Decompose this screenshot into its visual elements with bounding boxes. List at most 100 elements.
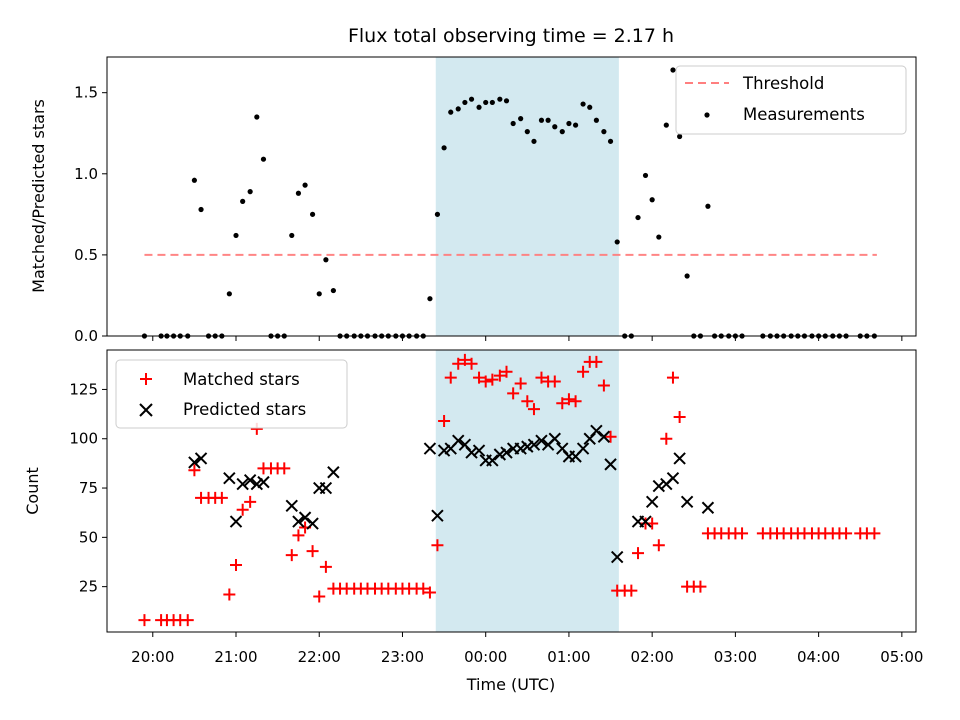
- matched-star-point: [244, 495, 257, 508]
- matched-star-point: [666, 371, 679, 384]
- x-tick-label: 23:00: [381, 648, 424, 666]
- measurement-point: [455, 106, 461, 112]
- measurement-point: [247, 189, 253, 195]
- predicted-star-point: [666, 471, 680, 485]
- measurement-point: [531, 138, 537, 144]
- predicted-star-point: [465, 446, 478, 459]
- measurement-point: [302, 182, 308, 188]
- predicted-star-point: [452, 434, 465, 447]
- measurement-point: [233, 232, 239, 239]
- matched-star-point: [597, 379, 610, 392]
- predicted-star-point: [223, 471, 236, 485]
- matched-star-point: [673, 411, 686, 424]
- predicted-star-point: [285, 499, 298, 512]
- predicted-star-point: [257, 475, 270, 489]
- measurement-point: [503, 98, 510, 104]
- predicted-star-point: [472, 444, 486, 457]
- matched-star-point: [438, 414, 451, 427]
- y-tick-label: 75: [79, 479, 98, 497]
- matched-star-point: [694, 580, 707, 593]
- matched-star-point: [138, 614, 151, 627]
- y-tick-label: 1.0: [74, 165, 98, 183]
- top-plot-frame: [106, 56, 917, 337]
- matched-star-point: [452, 357, 465, 370]
- matched-star-point: [527, 403, 540, 416]
- matched-star-point: [548, 375, 561, 388]
- measurement-point: [295, 190, 302, 196]
- y-tick-label: 125: [69, 380, 98, 398]
- measurement-point: [572, 122, 579, 128]
- matched-star-point: [431, 539, 444, 552]
- matched-star-point: [868, 527, 881, 540]
- measurement-point: [254, 114, 260, 120]
- measurement-point: [260, 156, 267, 162]
- measurement-point: [642, 172, 649, 179]
- measurement-point: [323, 257, 329, 263]
- matched-star-point: [590, 355, 603, 368]
- predicted-star-point: [194, 452, 208, 465]
- matched-star-point: [660, 432, 673, 445]
- measurement-point: [476, 104, 482, 110]
- measurement-point: [468, 96, 475, 102]
- matched-star-point: [313, 590, 326, 603]
- bottom-y-axis-label: Count: [23, 467, 42, 515]
- matched-star-point: [652, 539, 665, 552]
- predicted-star-point: [486, 454, 499, 467]
- matched-star-point: [306, 545, 319, 558]
- matched-star-point: [632, 547, 645, 560]
- matched-star-point: [493, 369, 506, 382]
- bottom-y-axis: 25 50 75 100 125: [69, 380, 107, 596]
- matched-star-point: [188, 464, 201, 477]
- predicted-star-point: [527, 438, 541, 451]
- measurement-point: [538, 117, 545, 123]
- x-tick-label: 00:00: [464, 648, 507, 666]
- top-x-ticks: [152, 336, 903, 341]
- measurement-point: [462, 99, 468, 106]
- measurement-point: [670, 67, 676, 73]
- top-legend: Threshold Measurements: [675, 65, 907, 135]
- predicted-star-point: [298, 511, 312, 524]
- measurement-point: [635, 214, 641, 221]
- matched-star-point: [577, 365, 590, 378]
- matched-star-point: [500, 365, 513, 378]
- x-axis-label: Time (UTC): [466, 675, 555, 694]
- matched-star-point: [423, 586, 436, 599]
- measurement-point: [448, 109, 454, 115]
- matched-star-point: [473, 371, 486, 384]
- x-tick-label: 05:00: [880, 648, 923, 666]
- matched-star-point: [444, 371, 457, 384]
- measurement-point: [552, 124, 558, 130]
- measurement-point: [489, 99, 495, 106]
- x-tick-label: 02:00: [631, 648, 674, 666]
- predicted-star-point: [292, 515, 305, 528]
- matched-star-point: [465, 357, 478, 370]
- matched-star-point: [417, 582, 430, 595]
- measurement-point: [649, 197, 655, 203]
- legend-matched-label: Matched stars: [183, 370, 300, 389]
- measurement-point: [330, 287, 336, 294]
- predicted-star-point: [229, 515, 243, 528]
- measurement-point: [566, 120, 572, 127]
- top-y-axis-label: Matched/Predicted stars: [29, 99, 48, 293]
- bottom-panel: 25 50 75 100 125 20:00 21:00 22:00 23:00 00:00 01…: [23, 349, 923, 694]
- matched-star-point: [535, 371, 548, 384]
- bottom-shaded-span: [435, 350, 619, 632]
- measurement-point: [593, 117, 599, 123]
- legend-measurement-swatch: [704, 112, 710, 118]
- x-tick-label: 22:00: [298, 648, 341, 666]
- top-panel: Flux total observing time = 2.17 h 0.00.…: [29, 25, 917, 345]
- matched-star-point: [479, 375, 492, 388]
- matched-star-point: [514, 377, 527, 390]
- measurement-point: [497, 96, 503, 102]
- measurement-point: [434, 211, 441, 217]
- x-tick-label: 01:00: [547, 648, 590, 666]
- predicted-star-point: [548, 432, 561, 445]
- predicted-star-point: [680, 495, 694, 509]
- predicted-star-point: [576, 442, 590, 455]
- bottom-plot-frame: [106, 349, 917, 633]
- matched-star-point: [556, 397, 569, 410]
- measurement-point: [316, 291, 322, 297]
- bottom-legend-box: [115, 359, 348, 429]
- measurement-point: [441, 145, 447, 151]
